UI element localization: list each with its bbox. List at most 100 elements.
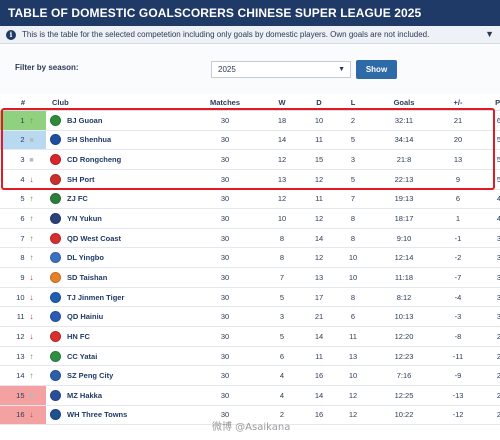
- goals-cell: 34:14: [371, 130, 437, 151]
- club-link[interactable]: TJ Jinmen Tiger: [67, 292, 125, 302]
- col-wins[interactable]: W: [261, 94, 303, 111]
- wins-cell: 6: [261, 346, 303, 367]
- col-goals[interactable]: Goals: [371, 94, 437, 111]
- club-cell: YN Yukun: [46, 208, 189, 229]
- losses-cell: 10: [335, 247, 371, 269]
- matches-cell: 30: [189, 189, 261, 210]
- matches-cell: 30: [189, 365, 261, 386]
- collapse-toggle-icon[interactable]: ▼: [485, 29, 494, 39]
- points-cell: 42: [479, 208, 500, 229]
- club-badge-icon: [50, 232, 61, 244]
- col-matches[interactable]: Matches: [189, 94, 261, 111]
- points-cell: 34: [479, 267, 500, 288]
- col-points[interactable]: Pts: [479, 94, 500, 111]
- club-link[interactable]: QD West Coast: [67, 233, 122, 243]
- club-link[interactable]: SZ Peng City: [67, 371, 114, 381]
- info-text: This is the table for the selected compe…: [22, 30, 430, 39]
- wins-cell: 4: [261, 385, 303, 406]
- club-link[interactable]: CC Yatai: [67, 351, 98, 361]
- arrow-up-icon: ↑: [29, 351, 34, 361]
- club-link[interactable]: DL Yingbo: [67, 253, 104, 263]
- position: 10: [16, 292, 25, 302]
- arrow-up-icon: ↑: [29, 371, 34, 381]
- club-cell: SD Taishan: [46, 267, 189, 288]
- goal-diff-cell: -7: [437, 267, 479, 288]
- club-link[interactable]: SH Shenhua: [67, 135, 112, 145]
- draws-cell: 16: [303, 405, 335, 426]
- losses-cell: 8: [335, 208, 371, 229]
- club-link[interactable]: HN FC: [67, 331, 90, 341]
- season-value: 2025: [218, 65, 236, 74]
- draws-cell: 14: [303, 385, 335, 406]
- losses-cell: 13: [335, 346, 371, 367]
- club-link[interactable]: WH Three Towns: [67, 410, 128, 420]
- position-cell: 8 ↑: [0, 247, 46, 269]
- col-goal-diff[interactable]: +/-: [437, 94, 479, 111]
- show-button[interactable]: Show: [356, 60, 397, 79]
- col-losses[interactable]: L: [335, 94, 371, 111]
- club-link[interactable]: SH Port: [67, 174, 95, 184]
- club-cell: HN FC: [46, 326, 189, 347]
- watermark: 微博 @Asaikana: [212, 422, 291, 433]
- club-link[interactable]: ZJ FC: [67, 194, 88, 204]
- position-cell: 7 ↑: [0, 228, 46, 249]
- season-filter: Filter by season: 2025 ▼ Show: [0, 44, 500, 95]
- chevron-down-icon: ▼: [338, 66, 345, 73]
- losses-cell: 10: [335, 267, 371, 288]
- season-select[interactable]: 2025 ▼: [211, 61, 351, 78]
- wins-cell: 8: [261, 228, 303, 249]
- goals-cell: 12:25: [371, 385, 437, 406]
- club-badge-icon: [50, 350, 61, 362]
- club-link[interactable]: BJ Guoan: [67, 115, 103, 125]
- position-cell: 3 ■: [0, 149, 46, 170]
- club-link[interactable]: QD Hainiu: [67, 312, 104, 322]
- matches-cell: 30: [189, 267, 261, 288]
- club-link[interactable]: SD Taishan: [67, 272, 108, 282]
- position: 7: [20, 233, 25, 243]
- club-link[interactable]: CD Rongcheng: [67, 155, 122, 165]
- position-cell: 14 ↑: [0, 365, 46, 386]
- points-cell: 29: [479, 346, 500, 367]
- col-draws[interactable]: D: [303, 94, 335, 111]
- club-cell: SH Port: [46, 169, 189, 190]
- club-badge-icon: [50, 389, 61, 401]
- col-pos[interactable]: #: [0, 94, 46, 111]
- no-change-icon: ■: [29, 392, 34, 400]
- no-change-icon: ■: [29, 137, 34, 145]
- col-club[interactable]: Club: [46, 94, 189, 111]
- wins-cell: 7: [261, 267, 303, 288]
- position-cell: 5 ↑: [0, 189, 46, 210]
- points-cell: 28: [479, 365, 500, 386]
- club-cell: SH Shenhua: [46, 130, 189, 151]
- club-link[interactable]: MZ Hakka: [67, 390, 103, 400]
- position: 9: [20, 272, 25, 282]
- draws-cell: 12: [303, 208, 335, 229]
- club-link[interactable]: YN Yukun: [67, 214, 102, 224]
- draws-cell: 11: [303, 189, 335, 210]
- page-title: TABLE OF DOMESTIC GOALSCORERS CHINESE SU…: [0, 0, 500, 26]
- wins-cell: 13: [261, 169, 303, 190]
- position: 16: [16, 410, 25, 420]
- position: 2: [20, 135, 25, 145]
- points-cell: 47: [479, 189, 500, 210]
- club-cell: BJ Guoan: [46, 110, 189, 131]
- matches-cell: 30: [189, 169, 261, 190]
- draws-cell: 12: [303, 247, 335, 269]
- points-cell: 51: [479, 149, 500, 170]
